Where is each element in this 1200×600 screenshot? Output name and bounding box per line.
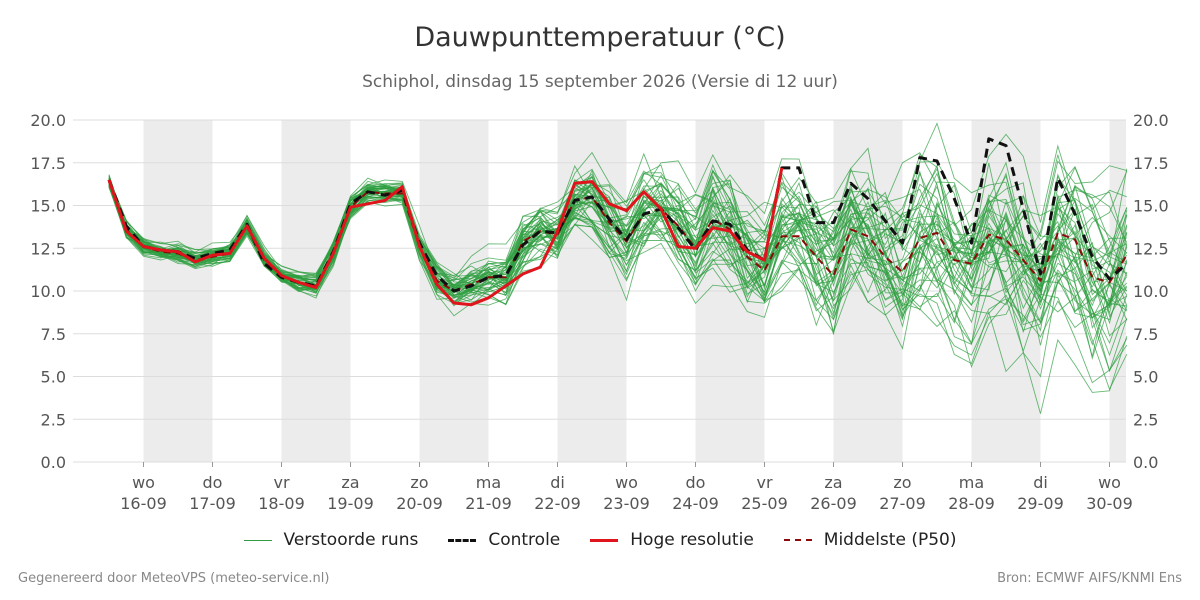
x-tick-date: 18-09 [258,494,305,513]
x-tick-day: vr [273,473,289,492]
legend-item-ensemble[interactable]: Verstoorde runs [243,530,419,550]
y-tick-label-left: 17.5 [30,154,66,173]
chart-subtitle: Schiphol, dinsdag 15 september 2026 (Ver… [362,72,838,92]
x-tick-date: 19-09 [327,494,374,513]
legend-item-control[interactable]: Controle [448,530,560,550]
x-tick-date: 29-09 [1017,494,1064,513]
y-tick-label-left: 12.5 [30,239,66,258]
legend-label-control: Controle [488,530,561,550]
x-tick-day: zo [410,473,428,492]
x-tick-date: 27-09 [879,494,926,513]
y-tick-label-right: 20.0 [1133,111,1169,130]
x-tick-day: za [341,473,359,492]
y-tick-label-left: 0.0 [41,453,66,472]
legend-swatch-ensemble [243,539,272,541]
series-line-solid-red [107,167,784,307]
y-tick-label-left: 10.0 [30,282,66,301]
legend-label-ensemble: Verstoorde runs [283,530,419,550]
x-tick-date: 22-09 [534,494,581,513]
ensemble-member-line [108,182,1128,346]
x-tick-day: ma [959,473,984,492]
x-tick-day: wo [1098,473,1121,492]
chart-legend: Verstoorde runs Controle Hoge resolutie … [0,530,1200,550]
x-tick-day: do [686,473,706,492]
x-tick-day: do [203,473,223,492]
y-tick-label-left: 5.0 [41,368,66,387]
legend-label-p50: Middelste (P50) [823,530,957,550]
y-tick-label-right: 5.0 [1133,368,1158,387]
x-tick-date: 26-09 [810,494,857,513]
x-tick-date: 17-09 [189,494,236,513]
x-tick-day: vr [756,473,772,492]
x-tick-date: 20-09 [396,494,443,513]
chart-title: Dauwpunttemperatuur (°C) [414,22,786,53]
legend-item-p50[interactable]: Middelste (P50) [783,530,957,550]
x-tick-date: 21-09 [465,494,512,513]
legend-swatch-control [448,538,477,542]
y-tick-label-right: 2.5 [1133,410,1158,429]
legend-label-hires: Hoge resolutie [630,530,754,550]
ensemble-member-line [108,170,1128,331]
legend-item-hires[interactable]: Hoge resolutie [590,530,754,550]
x-tick-date: 24-09 [672,494,719,513]
ensemble-member-line [108,180,1128,328]
footer-source: Bron: ECMWF AIFS/KNMI Ens [997,571,1182,586]
x-tick-day: di [1033,473,1048,492]
x-tick-day: wo [615,473,638,492]
x-tick-day: za [824,473,842,492]
y-tick-label-right: 17.5 [1133,154,1169,173]
x-tick-date: 23-09 [603,494,650,513]
y-tick-label-right: 7.5 [1133,325,1158,344]
x-tick-day: zo [893,473,911,492]
y-tick-label-left: 15.0 [30,197,66,216]
y-tick-label-right: 10.0 [1133,282,1169,301]
footer-generator: Gegenereerd door MeteoVPS (meteo-service… [18,571,330,586]
y-tick-label-right: 12.5 [1133,239,1169,258]
y-tick-label-right: 15.0 [1133,197,1169,216]
x-tick-day: wo [132,473,155,492]
x-tick-date: 28-09 [948,494,995,513]
x-tick-date: 30-09 [1086,494,1133,513]
x-tick-date: 25-09 [741,494,788,513]
legend-swatch-p50 [783,539,812,541]
y-tick-label-left: 2.5 [41,410,66,429]
x-tick-date: 16-09 [120,494,167,513]
y-tick-label-left: 7.5 [41,325,66,344]
ensemble-member-line [108,170,1127,321]
x-tick-day: ma [476,473,501,492]
series-line-dashed-black [107,137,1128,293]
legend-swatch-hires [590,538,619,542]
x-tick-day: di [550,473,565,492]
y-tick-label-right: 0.0 [1133,453,1158,472]
y-tick-label-left: 20.0 [30,111,66,130]
